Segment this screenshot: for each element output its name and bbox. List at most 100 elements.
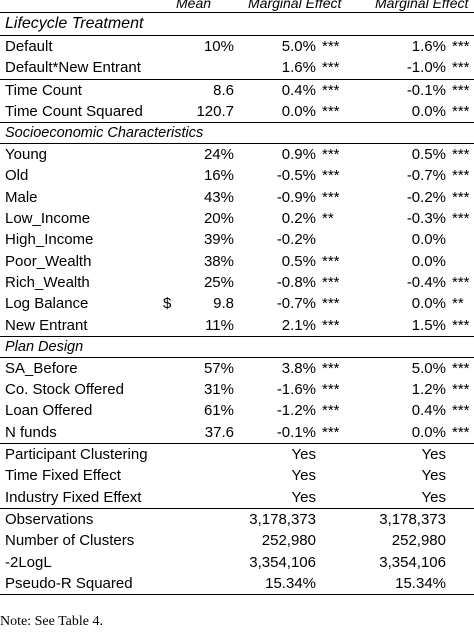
significance-1: *** [322, 102, 340, 120]
table-row: Low_Income 20% 0.2% ** -0.3% *** [0, 208, 474, 229]
marginal-effect-1: -0.9% [276, 188, 316, 206]
marginal-effect-1: Yes [291, 467, 316, 485]
significance-1: *** [322, 295, 340, 313]
row-label: Time Count [5, 81, 82, 99]
table-row: Default*New Entrant 1.6% *** -1.0% *** [0, 57, 474, 80]
row-label: Default*New Entrant [5, 59, 141, 77]
marginal-effect-1: 0.5% [281, 252, 316, 270]
marginal-effect-1: -0.8% [276, 273, 316, 291]
row-label: Log Balance [5, 295, 89, 313]
significance-1: *** [322, 381, 340, 399]
marginal-effect-2: 0.0% [411, 102, 446, 120]
table-row: Young 24% 0.9% *** 0.5% *** [0, 144, 474, 165]
marginal-effect-2: -1.0% [406, 59, 446, 77]
marginal-effect-2: -0.4% [406, 273, 446, 291]
regression-table: Mean Marginal Effect Marginal Effect Lif… [0, 0, 474, 596]
table-header: Mean Marginal Effect Marginal Effect [0, 0, 474, 14]
significance-2: *** [452, 402, 470, 420]
significance-2: *** [452, 167, 470, 185]
mean-value: 11% [205, 316, 234, 334]
row-label: Co. Stock Offered [5, 381, 124, 399]
table-row: Pseudo-R Squared 15.34% 15.34% [0, 573, 474, 596]
row-label: Low_Income [5, 210, 91, 228]
row-label: Loan Offered [5, 402, 93, 420]
significance-1: *** [322, 273, 340, 291]
row-label: -2LogL [5, 553, 52, 571]
currency-symbol: $ [163, 295, 172, 313]
mean-value: 24% [203, 146, 234, 164]
row-label: Industry Fixed Effext [5, 488, 142, 506]
row-label: Participant Clustering [5, 446, 148, 464]
marginal-effect-2: 0.4% [411, 402, 446, 420]
table-row: SA_Before 57% 3.8% *** 5.0% *** [0, 358, 474, 379]
section-title: Lifecycle Treatment [5, 15, 144, 32]
mean-value: 10% [203, 38, 234, 55]
marginal-effect-2: 0.0% [411, 423, 446, 441]
header-mean: Mean [176, 0, 212, 11]
significance-2: *** [452, 59, 470, 77]
mean-value: 38% [203, 252, 234, 270]
row-label: Time Fixed Effect [5, 467, 121, 485]
significance-1: *** [322, 146, 340, 164]
marginal-effect-1: -0.5% [276, 167, 316, 185]
row-label: Poor_Wealth [5, 252, 92, 270]
significance-2: *** [452, 423, 470, 441]
row-label: Time Count Squared [5, 102, 143, 120]
mean-value: 120.7 [196, 102, 234, 120]
table-row: Time Count 8.6 0.4% *** -0.1% *** [0, 80, 474, 101]
table-row: High_Income 39% -0.2% 0.0% [0, 229, 474, 250]
marginal-effect-1: 0.2% [281, 210, 316, 228]
marginal-effect-1: 3,178,373 [249, 510, 316, 528]
marginal-effect-1: -1.6% [276, 381, 316, 399]
marginal-effect-2: 0.0% [411, 252, 446, 270]
section-lifecycle: Lifecycle Treatment [0, 12, 474, 36]
table-row: N funds 37.6 -0.1% *** 0.0% *** [0, 422, 474, 445]
row-label: Old [5, 167, 29, 185]
significance-2: *** [452, 359, 470, 377]
marginal-effect-2: 0.0% [411, 295, 446, 313]
section-title: Plan Design [5, 338, 84, 355]
marginal-effect-2: 1.6% [411, 38, 446, 55]
significance-2: *** [452, 188, 470, 206]
marginal-effect-1: 2.1% [281, 316, 316, 334]
marginal-effect-2: 1.2% [411, 381, 446, 399]
mean-value: 20% [203, 210, 234, 228]
marginal-effect-2: -0.7% [406, 167, 446, 185]
significance-2: *** [452, 316, 470, 334]
marginal-effect-1: -0.7% [276, 295, 316, 313]
mean-value: 37.6 [204, 423, 234, 441]
row-label: Male [5, 188, 38, 206]
row-label: New Entrant [5, 316, 88, 334]
section-title: Socioeconomic Characteristics [5, 125, 204, 142]
marginal-effect-1: 0.4% [281, 81, 316, 99]
mean-value: 57% [203, 359, 234, 377]
marginal-effect-2: 1.5% [411, 316, 446, 334]
marginal-effect-2: 252,980 [391, 532, 446, 550]
marginal-effect-1: 3,354,106 [249, 553, 316, 571]
significance-1: *** [322, 359, 340, 377]
table-row: Rich_Wealth 25% -0.8% *** -0.4% *** [0, 272, 474, 293]
table-row: Industry Fixed Effext Yes Yes [0, 487, 474, 509]
significance-1: *** [322, 38, 340, 55]
significance-2: *** [452, 81, 470, 99]
table-row: -2LogL 3,354,106 3,354,106 [0, 552, 474, 573]
table-row: Old 16% -0.5% *** -0.7% *** [0, 165, 474, 186]
significance-2: *** [452, 273, 470, 291]
mean-value: 9.8 [213, 295, 234, 313]
significance-2: *** [452, 102, 470, 120]
table-row: Time Count Squared 120.7 0.0% *** 0.0% *… [0, 101, 474, 124]
significance-1: ** [322, 210, 334, 228]
row-label: SA_Before [5, 359, 78, 377]
marginal-effect-2: Yes [421, 488, 446, 506]
marginal-effect-1: 0.9% [281, 146, 316, 164]
marginal-effect-1: 1.6% [281, 59, 316, 77]
significance-1: *** [322, 423, 340, 441]
marginal-effect-2: 0.0% [411, 231, 446, 249]
mean-value: 8.6 [213, 81, 234, 99]
significance-1: *** [322, 188, 340, 206]
row-label: Young [5, 146, 47, 164]
marginal-effect-1: Yes [291, 446, 316, 464]
marginal-effect-1: -0.1% [276, 423, 316, 441]
mean-value: 39% [203, 231, 234, 249]
marginal-effect-1: Yes [291, 488, 316, 506]
